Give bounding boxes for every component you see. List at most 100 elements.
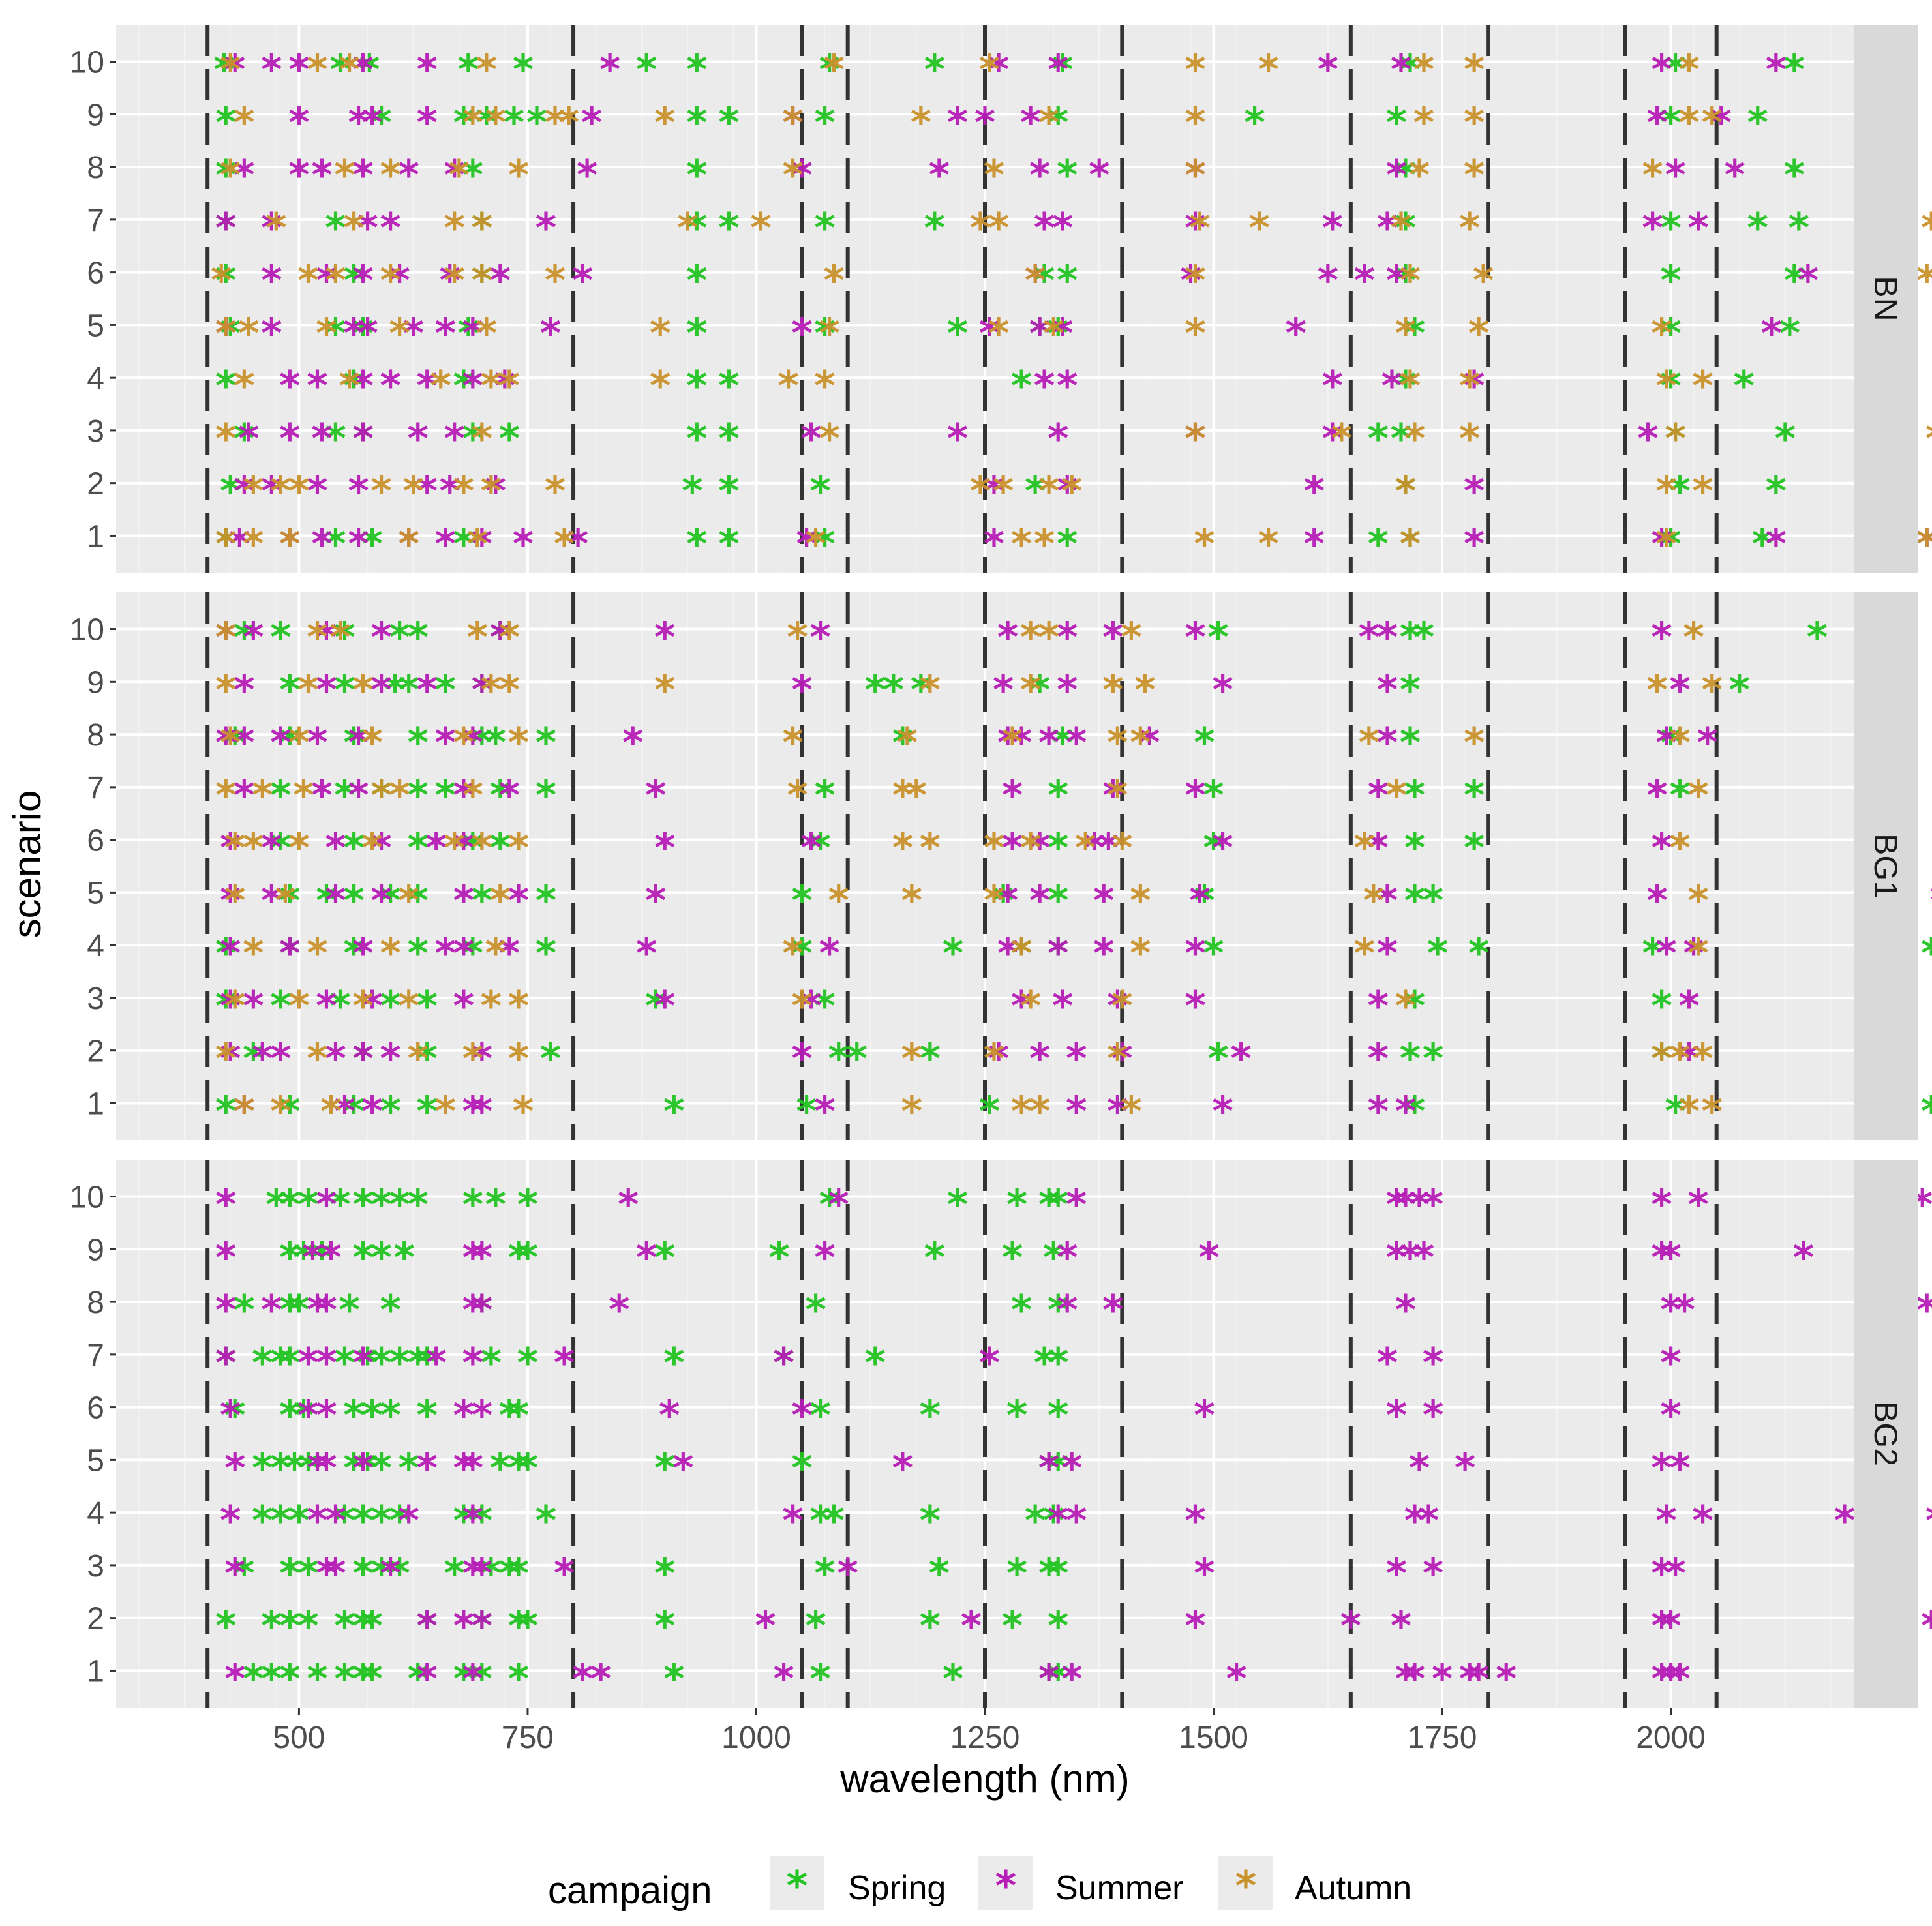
data-point: * bbox=[1020, 824, 1041, 872]
data-point: * bbox=[234, 614, 254, 661]
data-point: * bbox=[1185, 1602, 1205, 1650]
data-point: * bbox=[1400, 1233, 1421, 1281]
data-point: * bbox=[270, 824, 291, 872]
data-point: * bbox=[1687, 877, 1708, 924]
data-point: * bbox=[220, 982, 241, 1030]
data-point: * bbox=[453, 929, 474, 977]
data-point: * bbox=[1052, 982, 1073, 1030]
data-point: * bbox=[1020, 982, 1041, 1030]
data-point: * bbox=[370, 1233, 391, 1281]
y-tick-label: 1 bbox=[87, 1654, 104, 1689]
data-point: * bbox=[462, 1550, 483, 1597]
data-point: * bbox=[686, 257, 707, 305]
data-point: * bbox=[782, 98, 803, 146]
data-point: * bbox=[316, 1550, 337, 1597]
data-point: * bbox=[1669, 1655, 1690, 1702]
data-point: * bbox=[472, 666, 492, 714]
data-point: * bbox=[499, 362, 520, 410]
facet-strip-label: BG1 bbox=[1867, 834, 1904, 899]
data-point: * bbox=[1244, 98, 1265, 146]
data-point: * bbox=[352, 1444, 373, 1492]
data-point: * bbox=[261, 46, 282, 94]
data-point: * bbox=[435, 929, 456, 977]
data-point: * bbox=[1368, 982, 1389, 1030]
data-point: * bbox=[814, 1550, 835, 1597]
data-point: * bbox=[402, 468, 423, 515]
data-point: * bbox=[1404, 309, 1425, 357]
data-point: * bbox=[1459, 1655, 1480, 1702]
data-point: * bbox=[1400, 257, 1421, 305]
data-point: * bbox=[224, 46, 245, 94]
data-point: * bbox=[407, 415, 428, 462]
data-point: * bbox=[348, 468, 369, 515]
data-point: * bbox=[462, 824, 483, 872]
data-point: * bbox=[1651, 982, 1672, 1030]
data-point: * bbox=[462, 1444, 483, 1492]
data-point: * bbox=[1107, 772, 1128, 819]
data-point: * bbox=[357, 204, 378, 252]
data-point: * bbox=[663, 1655, 684, 1702]
data-point: * bbox=[352, 1602, 373, 1650]
data-point: * bbox=[1669, 824, 1690, 872]
data-point: * bbox=[979, 1339, 1000, 1387]
data-point: * bbox=[444, 824, 465, 872]
data-point: * bbox=[1048, 98, 1068, 146]
data-point: * bbox=[472, 1286, 492, 1334]
data-point: * bbox=[1011, 929, 1032, 977]
data-point: * bbox=[1322, 204, 1343, 252]
data-point: * bbox=[343, 929, 364, 977]
data-point: * bbox=[416, 982, 437, 1030]
series-summer: ****************************************… bbox=[215, 614, 1932, 1136]
data-point: * bbox=[458, 309, 479, 357]
data-point: * bbox=[1921, 929, 1932, 977]
data-point: * bbox=[270, 1035, 291, 1083]
data-point: * bbox=[979, 1087, 1000, 1135]
data-point: * bbox=[1687, 929, 1708, 977]
data-point: * bbox=[1034, 257, 1055, 305]
data-point: * bbox=[1834, 1497, 1855, 1544]
data-point: * bbox=[279, 362, 300, 410]
data-point: * bbox=[380, 929, 400, 977]
data-point: * bbox=[809, 824, 830, 872]
data-point: * bbox=[1701, 1087, 1722, 1135]
data-point: * bbox=[1646, 772, 1667, 819]
x-tick-label: 500 bbox=[273, 1721, 325, 1755]
data-point: * bbox=[1761, 309, 1782, 357]
data-point: * bbox=[837, 1550, 858, 1597]
data-point: * bbox=[892, 719, 913, 766]
data-point: * bbox=[389, 257, 410, 305]
data-point: * bbox=[1642, 204, 1663, 252]
data-point: * bbox=[654, 1602, 675, 1650]
data-point: * bbox=[1034, 362, 1055, 410]
y-tick-label: 2 bbox=[87, 467, 104, 502]
data-point: * bbox=[508, 982, 529, 1030]
data-point: * bbox=[1194, 1392, 1215, 1439]
data-point: * bbox=[1921, 204, 1932, 252]
data-point: * bbox=[920, 666, 941, 714]
data-point: * bbox=[1660, 1339, 1681, 1387]
data-point: * bbox=[819, 309, 839, 357]
data-point: * bbox=[823, 257, 844, 305]
data-point: * bbox=[988, 204, 1009, 252]
data-point: * bbox=[1354, 929, 1375, 977]
data-point: * bbox=[508, 151, 529, 199]
data-point: * bbox=[1038, 1655, 1059, 1702]
y-tick-label: 9 bbox=[87, 1233, 104, 1267]
data-point: * bbox=[1043, 1497, 1064, 1544]
data-point: * bbox=[686, 46, 707, 94]
data-point: * bbox=[911, 98, 931, 146]
data-point: * bbox=[297, 1339, 318, 1387]
legend-key bbox=[770, 1856, 824, 1910]
data-point: * bbox=[288, 824, 309, 872]
data-point: * bbox=[325, 415, 346, 462]
data-point: * bbox=[320, 1233, 341, 1281]
data-point: * bbox=[809, 1655, 830, 1702]
data-point: * bbox=[234, 468, 254, 515]
data-point: * bbox=[380, 877, 400, 924]
data-point: * bbox=[1391, 204, 1411, 252]
data-point: * bbox=[814, 772, 835, 819]
data-point: * bbox=[453, 98, 474, 146]
data-point: * bbox=[1464, 468, 1485, 515]
data-point: * bbox=[1651, 309, 1672, 357]
data-point: * bbox=[805, 1602, 826, 1650]
